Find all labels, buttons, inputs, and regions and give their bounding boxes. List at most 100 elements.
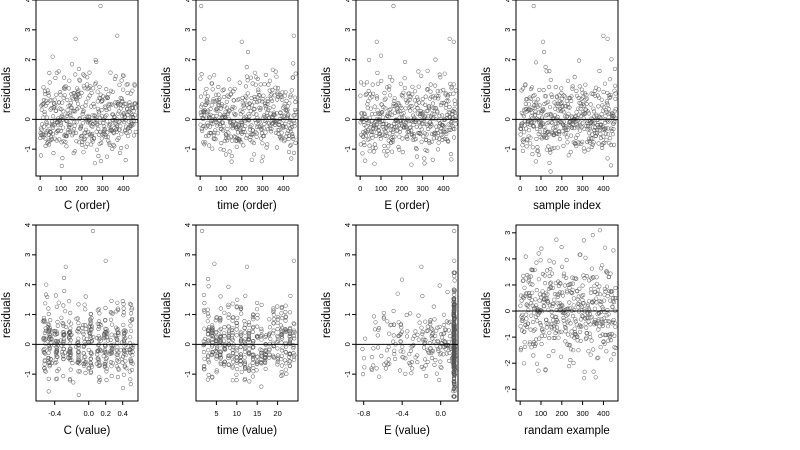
data-point: [364, 80, 370, 85]
y-tick-label: -1: [503, 146, 512, 153]
data-point: [408, 108, 413, 113]
data-point: [563, 127, 569, 132]
data-point: [96, 307, 101, 312]
data-point: [379, 78, 384, 83]
data-point: [543, 64, 548, 70]
data-point: [452, 126, 457, 132]
data-point: [245, 91, 250, 96]
x-tick-label: -0.4: [48, 409, 61, 418]
data-point: [267, 346, 272, 351]
data-point: [565, 312, 570, 317]
y-tick-label: 1: [23, 87, 32, 91]
data-point: [531, 353, 536, 358]
data-point: [229, 159, 234, 164]
data-point: [373, 145, 378, 151]
data-point: [538, 258, 543, 263]
data-point: [95, 121, 100, 126]
data-point: [534, 126, 540, 131]
data-point: [62, 85, 67, 90]
data-point: [105, 134, 111, 139]
data-point: [428, 82, 433, 87]
data-point: [608, 136, 613, 141]
data-point: [282, 358, 288, 363]
data-point: [541, 329, 546, 334]
data-point: [570, 313, 576, 319]
data-point: [360, 372, 366, 377]
data-point: [536, 148, 541, 153]
data-point: [68, 377, 73, 382]
data-point: [216, 100, 221, 105]
data-point: [609, 126, 614, 131]
data-point: [585, 109, 590, 114]
data-point: [442, 124, 447, 129]
data-point: [555, 121, 561, 126]
data-point: [97, 375, 102, 380]
data-point: [209, 352, 214, 358]
data-point: [61, 323, 66, 328]
data-point: [524, 316, 529, 321]
data-point: [279, 370, 284, 375]
data-point: [243, 330, 248, 335]
data-point: [279, 135, 285, 140]
data-point: [451, 335, 456, 340]
data-point: [97, 84, 102, 89]
data-point: [452, 98, 457, 103]
data-point: [248, 75, 254, 80]
data-point: [100, 132, 105, 137]
data-point: [610, 305, 615, 310]
data-point: [605, 36, 610, 41]
data-point: [612, 345, 617, 350]
data-point: [50, 121, 55, 126]
x-tick-label: 100: [55, 184, 68, 193]
data-point: [277, 134, 282, 139]
data-point: [607, 332, 612, 337]
data-point: [600, 145, 605, 150]
data-point: [293, 107, 298, 112]
data-point: [434, 124, 439, 129]
data-point: [52, 361, 58, 366]
data-point: [608, 92, 613, 97]
data-point: [423, 363, 428, 368]
data-point: [103, 134, 108, 139]
data-point: [259, 334, 264, 339]
data-point: [385, 319, 390, 324]
data-point: [214, 330, 219, 335]
data-point: [124, 130, 129, 135]
data-point: [41, 347, 46, 353]
data-point: [83, 326, 88, 332]
data-point: [101, 354, 106, 359]
data-point: [41, 85, 46, 90]
data-point: [534, 361, 540, 366]
data-point: [266, 333, 271, 338]
data-point: [63, 309, 68, 314]
data-point: [612, 109, 617, 114]
data-point: [248, 108, 253, 114]
data-point: [367, 57, 372, 62]
data-point: [405, 329, 410, 334]
data-point: [255, 99, 260, 105]
data-point: [287, 363, 293, 369]
data-point: [547, 336, 552, 341]
data-point: [452, 316, 457, 321]
data-point: [555, 328, 560, 333]
data-point: [224, 99, 229, 104]
data-point: [416, 337, 421, 342]
data-point: [382, 97, 387, 102]
data-point: [528, 281, 533, 286]
data-point: [525, 303, 530, 308]
data-point: [242, 346, 248, 351]
data-point: [221, 128, 226, 133]
data-point: [528, 135, 533, 140]
data-point: [548, 281, 553, 286]
data-point: [116, 111, 121, 116]
data-point: [580, 313, 585, 318]
data-point: [239, 369, 244, 374]
data-point: [263, 358, 268, 363]
data-point: [112, 144, 117, 149]
data-point: [218, 112, 223, 117]
data-point: [582, 369, 587, 374]
data-point: [275, 320, 280, 325]
data-point: [524, 144, 529, 149]
data-point: [254, 368, 259, 373]
data-point: [360, 151, 365, 156]
